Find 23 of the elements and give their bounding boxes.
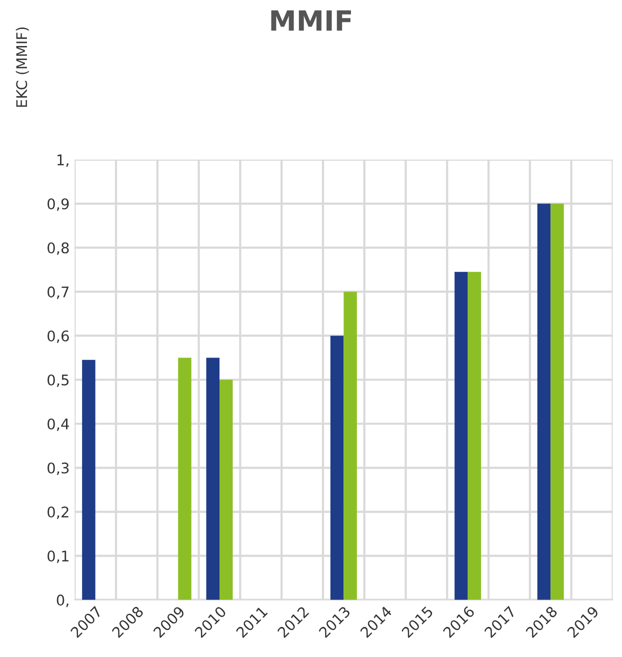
bar: [454, 272, 468, 600]
y-tick-label: 0,8: [48, 242, 69, 255]
y-tick-label: 0,9: [48, 198, 69, 211]
y-tick-label: 1,: [57, 154, 68, 167]
bar: [219, 380, 233, 600]
y-tick-label: 0,2: [48, 506, 68, 520]
bar: [537, 204, 551, 600]
y-tick-label: 0,6: [48, 330, 69, 343]
y-tick-label: 0,: [56, 594, 68, 608]
y-tick-label: 0,3: [48, 462, 69, 476]
y-axis-title: EKC (MMIF): [16, 27, 29, 107]
chart-title: MMIF: [271, 10, 351, 31]
bar: [344, 292, 357, 600]
y-tick-label: 0,7: [48, 286, 69, 299]
y-tick-label: 0,1: [48, 550, 68, 564]
y-tick-label: 0,4: [48, 418, 69, 431]
bar: [82, 360, 96, 600]
bar: [178, 358, 192, 600]
bar: [206, 358, 220, 600]
bar: [550, 204, 564, 600]
y-tick-label: 0,5: [48, 374, 69, 387]
bar: [468, 272, 482, 600]
bar: [330, 336, 344, 600]
